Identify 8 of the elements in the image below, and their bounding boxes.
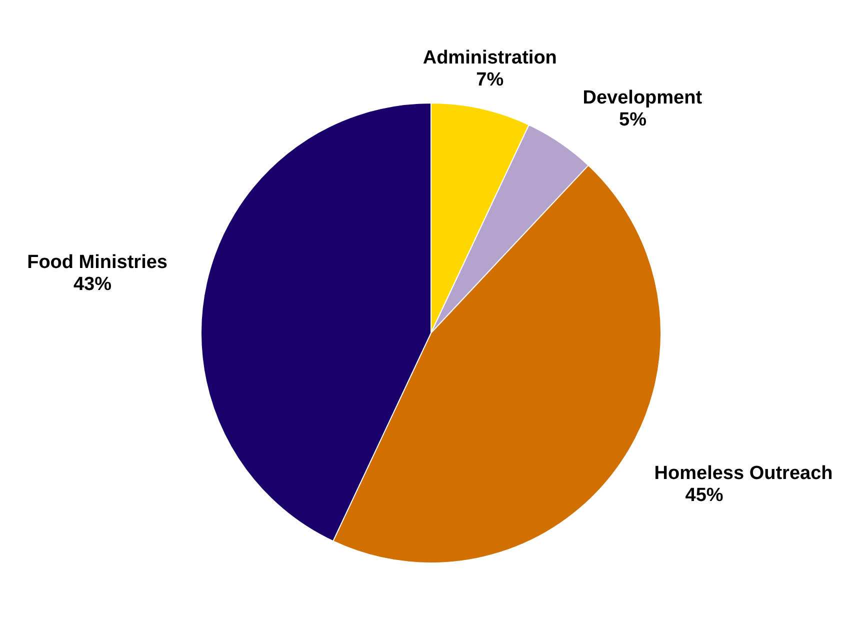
data-label: 7% <box>476 70 504 90</box>
data-label: 5% <box>619 110 647 131</box>
slice-label: Development <box>582 88 703 109</box>
slice-label: Homeless Outreach <box>654 462 833 484</box>
slice-label: Administration <box>422 48 557 68</box>
data-label: 43% <box>73 274 112 296</box>
slice-label: Food Ministries <box>27 252 168 274</box>
data-label: 45% <box>685 484 724 506</box>
